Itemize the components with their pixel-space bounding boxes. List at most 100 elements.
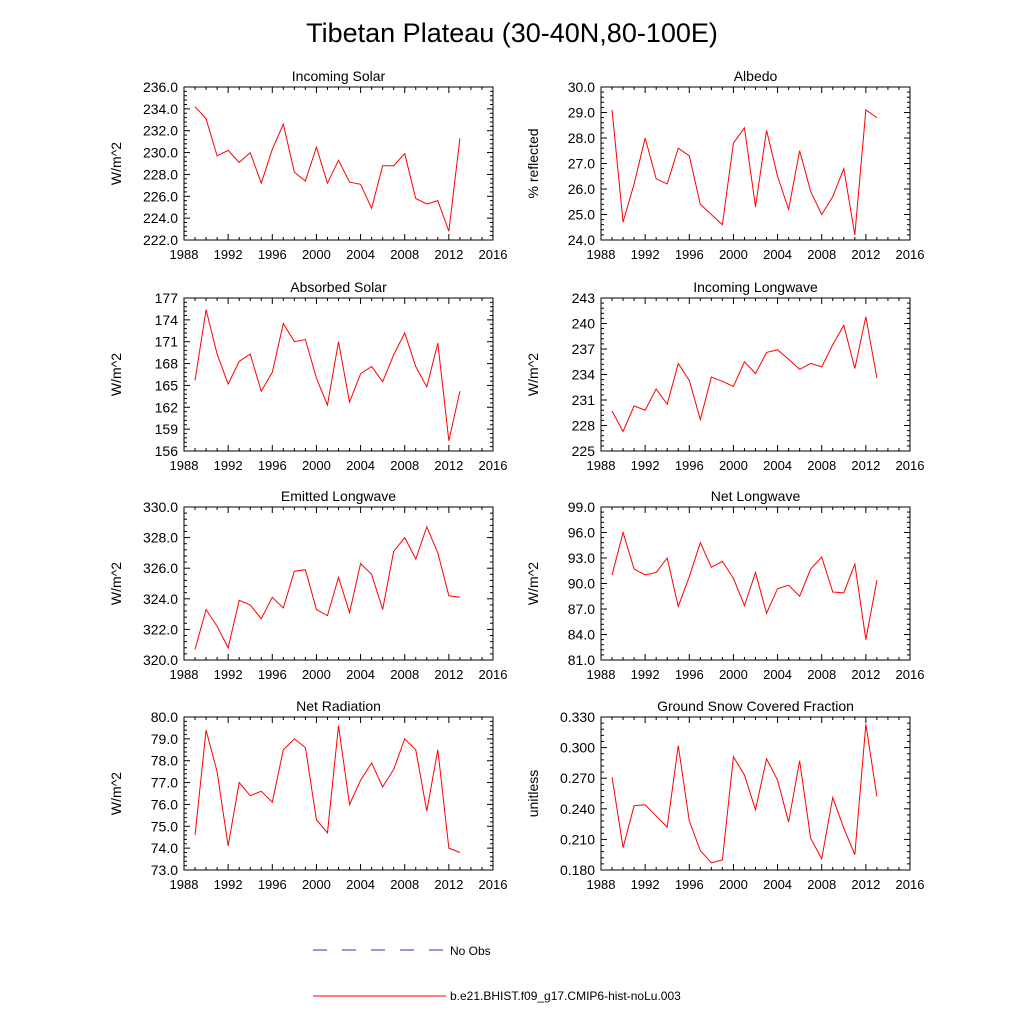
- panel-title: Net Longwave: [711, 488, 801, 504]
- plot-frame: [183, 297, 494, 452]
- figure-title: Tibetan Plateau (30-40N,80-100E): [306, 18, 718, 48]
- x-tick-label: 1988: [587, 667, 616, 682]
- x-tick-label: 1996: [258, 877, 287, 892]
- x-tick-label: 2012: [434, 247, 463, 262]
- x-tick-label: 2000: [719, 458, 748, 473]
- y-tick-label: 231: [572, 392, 596, 408]
- y-tick-label: 0.330: [560, 709, 595, 725]
- y-tick-label: 75.0: [151, 818, 178, 834]
- y-tick-label: 174: [155, 312, 179, 328]
- y-axis-label: W/m^2: [525, 353, 541, 396]
- x-tick-label: 1996: [675, 667, 704, 682]
- y-tick-label: 320.0: [143, 652, 178, 668]
- y-tick-label: 26.0: [568, 181, 595, 197]
- y-tick-label: 232.0: [143, 123, 178, 139]
- x-tick-label: 2012: [851, 667, 880, 682]
- x-tick-label: 2000: [302, 458, 331, 473]
- panel-title: Incoming Solar: [292, 68, 386, 84]
- x-tick-label: 2004: [763, 247, 792, 262]
- x-tick-label: 2012: [851, 877, 880, 892]
- chart-panel: Ground Snow Covered Fraction unitless 1988…: [525, 698, 924, 892]
- x-tick-label: 1988: [587, 247, 616, 262]
- x-tick-label: 2008: [807, 458, 836, 473]
- x-tick-label: 2016: [896, 458, 925, 473]
- x-tick-label: 1988: [170, 247, 199, 262]
- y-axis-label: W/m^2: [525, 562, 541, 605]
- chart-panel: Emitted Longwave W/m^2 1988 1992 1996 2000 200…: [108, 488, 507, 682]
- x-tick-label: 2012: [434, 877, 463, 892]
- x-tick-label: 2016: [896, 877, 925, 892]
- chart-panel: Net Radiation W/m^2 1988 1992 1996 2000 2004 20…: [108, 698, 507, 892]
- x-tick-label: 1996: [258, 247, 287, 262]
- y-tick-label: 225: [572, 443, 596, 459]
- y-tick-label: 222.0: [143, 232, 178, 248]
- y-tick-label: 0.210: [560, 831, 595, 847]
- x-tick-label: 1988: [587, 458, 616, 473]
- legend-obs-label: No Obs: [450, 944, 491, 958]
- y-tick-label: 165: [155, 377, 179, 393]
- x-tick-label: 1992: [631, 458, 660, 473]
- x-tick-label: 2000: [719, 877, 748, 892]
- y-tick-label: 30.0: [568, 79, 595, 95]
- y-tick-label: 237: [572, 341, 596, 357]
- series-line: [611, 109, 878, 235]
- legend: No Obs b.e21.BHIST.f09_g17.CMIP6-hist-no…: [313, 944, 681, 1003]
- series-line: [194, 309, 461, 441]
- panel-title: Ground Snow Covered Fraction: [657, 698, 854, 714]
- y-tick-label: 79.0: [151, 731, 178, 747]
- y-tick-label: 234.0: [143, 101, 178, 117]
- x-tick-label: 2012: [851, 247, 880, 262]
- x-tick-label: 2012: [434, 458, 463, 473]
- y-tick-label: 159: [155, 421, 179, 437]
- y-tick-label: 0.300: [560, 740, 595, 756]
- x-tick-label: 1996: [675, 458, 704, 473]
- y-axis-label: W/m^2: [108, 562, 124, 605]
- x-tick-label: 2012: [434, 667, 463, 682]
- y-tick-label: 77.0: [151, 775, 178, 791]
- y-tick-label: 99.0: [568, 499, 595, 515]
- y-tick-label: 243: [572, 290, 596, 306]
- chart-panel: Incoming Longwave W/m^2 1988 1992 1996 2000 20…: [525, 279, 924, 473]
- y-axis-label: W/m^2: [108, 772, 124, 815]
- x-tick-label: 2016: [479, 877, 508, 892]
- x-tick-label: 2016: [479, 458, 508, 473]
- x-tick-label: 1996: [258, 458, 287, 473]
- y-axis-label: W/m^2: [108, 353, 124, 396]
- plot-frame: [600, 506, 911, 661]
- x-tick-label: 1992: [214, 667, 243, 682]
- chart-panel: Net Longwave W/m^2 1988 1992 1996 2000 2004 200…: [525, 488, 924, 682]
- x-tick-label: 2016: [896, 247, 925, 262]
- panel-title: Net Radiation: [296, 698, 381, 714]
- chart-panel: Absorbed Solar W/m^2 1988 1992 1996 2000 2004 2…: [108, 279, 507, 473]
- y-tick-label: 24.0: [568, 232, 595, 248]
- y-tick-label: 330.0: [143, 499, 178, 515]
- x-tick-label: 2004: [346, 877, 375, 892]
- x-tick-label: 2004: [763, 877, 792, 892]
- x-tick-label: 2016: [479, 247, 508, 262]
- x-tick-label: 1988: [170, 877, 199, 892]
- x-tick-label: 1992: [631, 667, 660, 682]
- y-axis-label: unitless: [525, 770, 541, 817]
- series-line: [194, 106, 461, 232]
- x-tick-label: 2008: [807, 247, 836, 262]
- y-tick-label: 90.0: [568, 576, 595, 592]
- plot-frame: [183, 716, 494, 871]
- y-tick-label: 236.0: [143, 79, 178, 95]
- y-tick-label: 230.0: [143, 145, 178, 161]
- series-line: [611, 316, 878, 433]
- x-tick-label: 1988: [170, 458, 199, 473]
- x-tick-label: 1992: [631, 877, 660, 892]
- series-line: [194, 725, 461, 853]
- x-tick-label: 2016: [479, 667, 508, 682]
- x-tick-label: 2008: [390, 247, 419, 262]
- x-tick-label: 2000: [302, 247, 331, 262]
- legend-model-label: b.e21.BHIST.f09_g17.CMIP6-hist-noLu.003: [450, 989, 681, 1003]
- y-tick-label: 78.0: [151, 753, 178, 769]
- x-tick-label: 1992: [214, 877, 243, 892]
- x-tick-label: 2000: [719, 247, 748, 262]
- y-tick-label: 322.0: [143, 621, 178, 637]
- y-tick-label: 76.0: [151, 796, 178, 812]
- y-tick-label: 93.0: [568, 550, 595, 566]
- series-line: [194, 525, 460, 650]
